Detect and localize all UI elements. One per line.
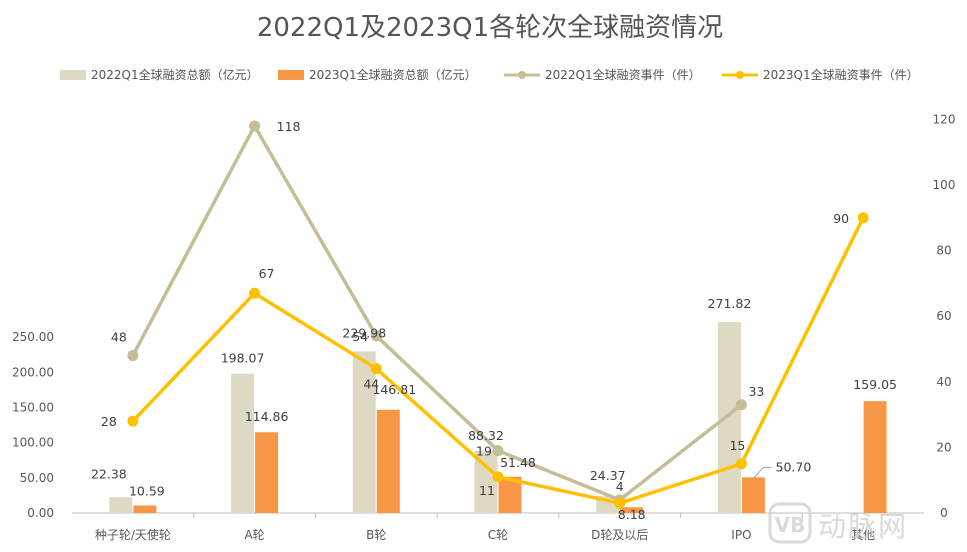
x-tick-label: A轮 [244,528,264,542]
bar-2023q1 [741,477,765,513]
bar-2023q1 [620,507,644,513]
x-tick-label: C轮 [488,528,508,542]
lines [127,120,869,509]
bar-2023q1 [133,505,157,513]
y-right-tick-label: 100 [933,178,956,192]
line-label-2023q1: 28 [101,414,117,429]
bar-label-2023q1: 114.86 [245,409,289,424]
legend-marker-line-2023 [736,71,744,79]
legend-label-bar-2023: 2023Q1全球融资总额（亿元） [309,67,477,82]
line-label-2022q1: 54 [352,329,368,344]
y-left-tick-label: 50.00 [20,471,54,485]
y-left-tick-label: 150.00 [12,401,54,415]
line-label-2022q1: 33 [748,384,764,399]
y-left-tick-label: 0.00 [27,506,54,520]
bar-label-2023q1: 50.70 [776,459,812,474]
bar-2023q1 [498,476,522,513]
bar-2023q1 [863,401,887,513]
bar-label-2023q1: 10.59 [129,484,165,499]
line-label-2022q1: 4 [616,479,624,494]
line-point-2023q1 [735,458,747,470]
bar-label-2022q1: 229.98 [342,325,386,340]
bar-label-2022q1: 24.37 [590,468,626,483]
line-label-2023q1: 44 [363,377,379,392]
legend-marker-line-2022 [518,71,526,79]
line-point-2022q1 [249,120,261,132]
bar-label-2023q1: 159.05 [853,377,897,392]
legend: 2022Q1全球融资总额（亿元） 2023Q1全球融资总额（亿元） 2022Q1… [60,67,919,82]
line-label-2022q1: 19 [476,444,492,459]
watermark: VB 动脉网 [768,502,908,544]
bar-2022q1 [474,450,498,513]
line-label-2023q1: 11 [479,483,495,498]
legend-swatch-bar-2022 [60,70,86,80]
line-point-2023q1 [857,212,869,224]
legend-label-line-2023: 2023Q1全球融资事件（件） [763,67,919,82]
bar-label-leader-line [753,466,772,479]
bar-label-2023q1: 51.48 [500,455,536,470]
line-point-2022q1 [492,445,504,457]
line-point-2023q1 [370,363,382,375]
line-label-2023q1: 15 [729,438,745,453]
bar-label-2022q1: 198.07 [221,351,265,366]
y-right-tick-label: 20 [936,440,951,454]
y-left-tick-label: 100.00 [12,436,54,450]
line-point-2023q1 [127,415,139,427]
axes: 种子轮/天使轮 A轮 B轮 C轮 D轮及以后 IPO 其他 0.00 50.00 100.00 15… [12,112,955,542]
x-tick-label: 种子轮/天使轮 [95,527,171,542]
y-right-tick-label: 120 [933,112,956,126]
bar-2022q1 [231,373,255,513]
y-left-tick-label: 250.00 [12,330,54,344]
y-right-tick-label: 40 [936,375,951,389]
bar-2023q1 [255,432,279,513]
x-tick-label: IPO [731,528,751,542]
y-right-tick-label: 60 [936,309,951,323]
y-right-tick-label: 80 [936,244,951,258]
line-point-2023q1 [492,471,504,483]
legend-label-line-2022: 2022Q1全球融资事件（件） [545,67,701,82]
line-point-2022q1 [735,399,747,411]
bar-2022q1 [109,497,133,513]
line-label-2023q1: 90 [833,211,849,226]
bar-label-2022q1: 22.38 [91,466,127,481]
data-labels: 22.38 198.07 229.98 88.32 24.37 271.82 10.59 11… [91,119,897,522]
watermark-logo-icon [768,502,812,544]
watermark-logo-text: VB [775,513,806,537]
bar-label-2022q1: 88.32 [468,428,504,443]
watermark-text: 动脉网 [818,510,908,543]
bar-2022q1 [352,351,376,513]
legend-swatch-bar-2023 [278,70,304,80]
x-tick-label: B轮 [366,528,386,542]
line-point-2023q1 [249,287,261,299]
legend-label-bar-2022: 2022Q1全球融资总额（亿元） [91,67,259,82]
bar-label-2023q1: 146.81 [372,382,416,397]
line-series-2022q1 [131,124,743,502]
line-point-2023q1 [614,497,626,509]
line-label-2022q1: 118 [277,119,301,134]
bar-label-2023q1: 8.18 [618,507,646,522]
x-tick-label: D轮及以后 [591,528,648,542]
y-left-tick-label: 200.00 [12,365,54,379]
bar-2022q1 [717,321,741,513]
bar-2023q1 [376,409,400,513]
chart-title: 2022Q1及2023Q1各轮次全球融资情况 [257,13,723,43]
bars [109,321,887,513]
line-label-2022q1: 48 [111,330,127,345]
x-tick-label: 其他 [851,528,875,542]
line-label-2023q1: 67 [259,266,275,281]
line-point-2022q1 [127,350,139,362]
line-point-2022q1 [370,330,382,342]
bar-label-2022q1: 271.82 [708,296,752,311]
y-right-tick-label: 0 [940,506,948,520]
